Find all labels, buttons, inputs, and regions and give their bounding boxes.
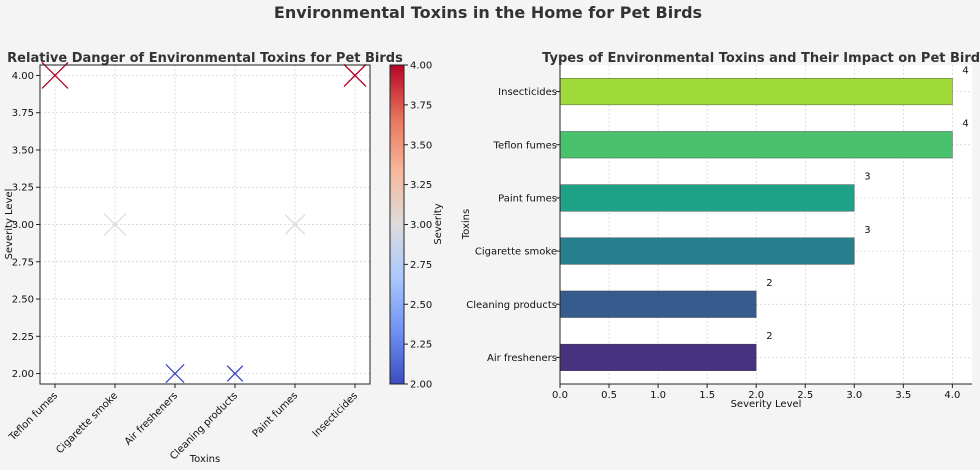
scatter-point	[226, 365, 244, 382]
bar-data-label: 4	[962, 65, 968, 76]
figure-suptitle: Environmental Toxins in the Home for Pet…	[274, 3, 702, 22]
scatter-point	[103, 212, 127, 237]
bar-data-label: 2	[766, 278, 772, 289]
scatter-y-tick-label: 3.75	[12, 108, 34, 119]
scatter-x-axis-label: Toxins	[189, 454, 220, 465]
colorbar-tick-label: 4.00	[410, 61, 432, 72]
scatter-y-axis-label: Severity Level	[4, 189, 15, 260]
bar-x-tick-label: 0.0	[552, 390, 568, 401]
bar-chart: Types of Environmental Toxins and Their …	[461, 51, 980, 410]
scatter-point	[284, 214, 306, 235]
bar-x-tick-label: 0.5	[601, 390, 617, 401]
bar-title: Types of Environmental Toxins and Their …	[542, 51, 980, 66]
bar-x-tick-label: 1.5	[699, 390, 715, 401]
colorbar-tick-label: 2.00	[410, 380, 432, 391]
bar	[559, 237, 855, 265]
scatter-y-tick-label: 2.50	[12, 295, 34, 306]
bar-x-tick-label: 2.5	[797, 390, 813, 401]
scatter-y-tick-label: 4.00	[12, 71, 34, 82]
scatter-title: Relative Danger of Environmental Toxins …	[7, 51, 403, 66]
scatter-point	[41, 61, 69, 89]
colorbar: 2.00 2.25 2.50 2.75 3.00 3.25 3.50 3.75 4.00 Sev…	[389, 61, 444, 391]
scatter-y-tick-label: 3.50	[12, 145, 34, 156]
bar	[559, 290, 757, 318]
bar	[559, 184, 855, 212]
bar-y-tick-label: Air fresheners	[487, 353, 557, 364]
bar-x-tick-label: 1.0	[650, 390, 666, 401]
colorbar-tick-label: 2.50	[410, 300, 432, 311]
bar-data-label: 3	[864, 172, 870, 183]
scatter-point	[165, 364, 185, 384]
colorbar-gradient	[389, 64, 405, 385]
colorbar-tick-label: 3.00	[410, 220, 432, 231]
bar-x-tick-label: 2.0	[748, 390, 764, 401]
bar	[559, 78, 953, 106]
scatter-y-tick-label: 2.25	[12, 332, 34, 343]
colorbar-tick-label: 3.75	[410, 100, 432, 111]
bar-y-tick-label: Cigarette smoke	[475, 247, 557, 258]
colorbar-label: Severity	[433, 203, 444, 244]
bar-data-label: 2	[766, 331, 772, 342]
colorbar-tick-label: 3.25	[410, 180, 432, 191]
scatter-y-tick-label: 3.25	[12, 183, 34, 194]
bar-y-axis-label: Toxins	[461, 209, 472, 240]
bar-x-tick-label: 3.0	[846, 390, 862, 401]
scatter-y-tick-label: 2.75	[12, 257, 34, 268]
bar-y-tick-label: Paint fumes	[498, 193, 557, 204]
bar-y-tick-label: Insecticides	[498, 87, 557, 98]
colorbar-tick-label: 3.50	[410, 140, 432, 151]
scatter-point	[343, 63, 367, 87]
bar	[559, 131, 953, 159]
bar-y-tick-label: Cleaning products	[466, 300, 557, 311]
bar-y-tick-label: Teflon fumes	[493, 140, 557, 151]
bar-data-label: 3	[864, 225, 870, 236]
bar-x-tick-label: 3.5	[895, 390, 911, 401]
bar	[559, 343, 757, 371]
scatter-y-tick-label: 2.00	[12, 369, 34, 380]
bar-data-label: 4	[962, 118, 968, 129]
scatter-y-tick-label: 3.00	[12, 220, 34, 231]
colorbar-tick-label: 2.75	[410, 260, 432, 271]
bar-x-axis-label: Severity Level	[731, 399, 802, 410]
bar-x-tick-label: 4.0	[944, 390, 960, 401]
colorbar-tick-label: 2.25	[410, 340, 432, 351]
